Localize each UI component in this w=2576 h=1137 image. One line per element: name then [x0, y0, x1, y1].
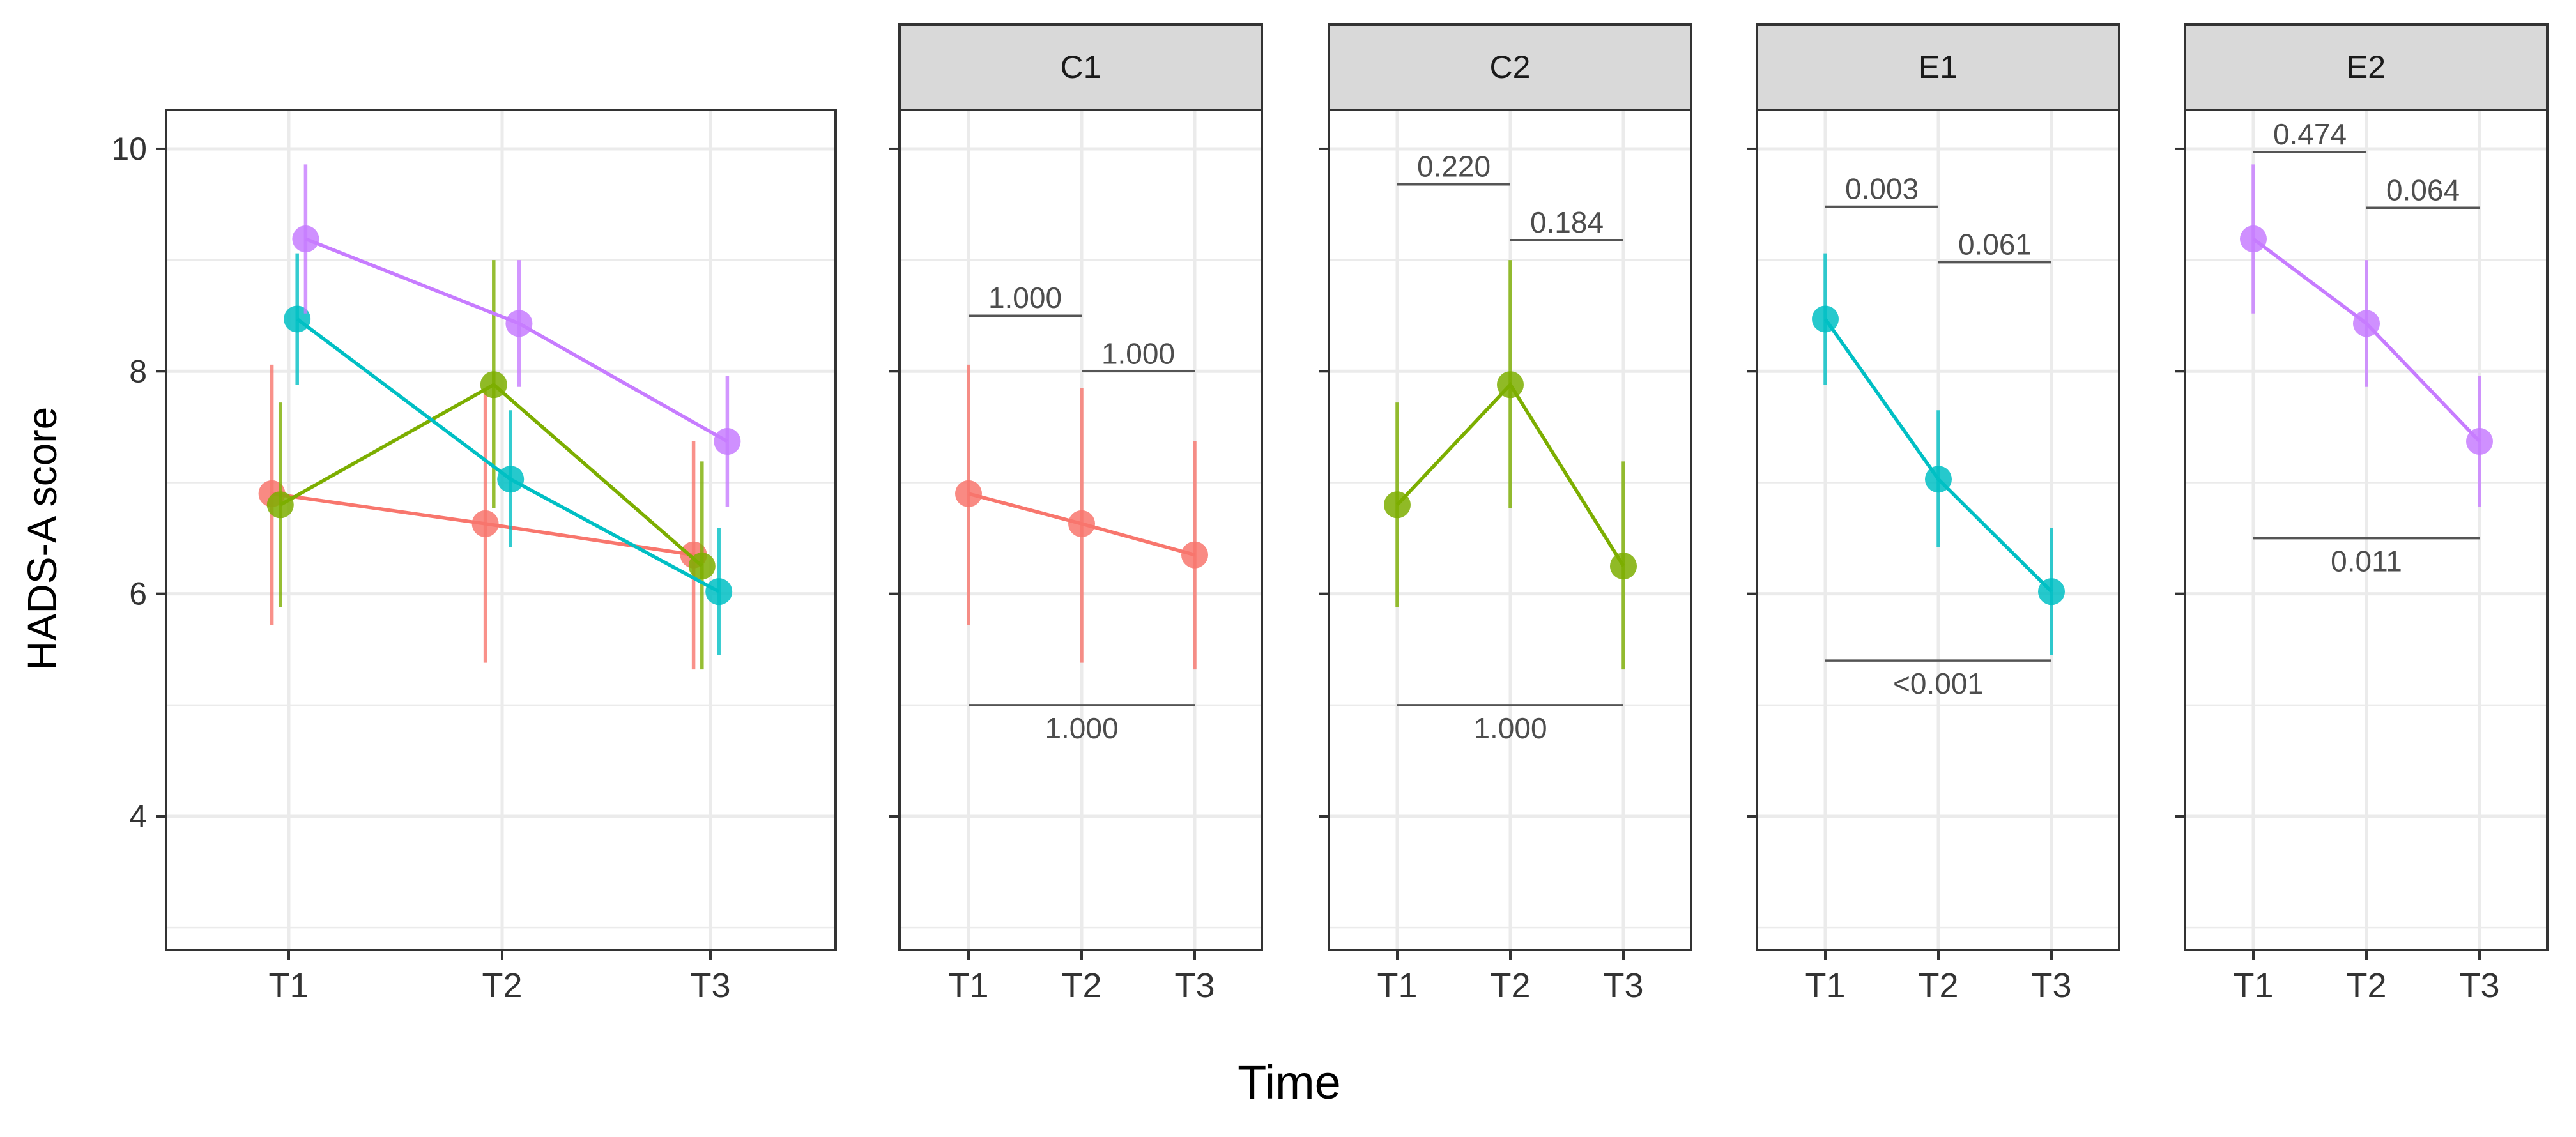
x-tick-label: T1 [1377, 966, 1417, 1005]
panel-E1: E1 0.003 0.061 <0.001 T1 T2 T3 [1747, 23, 2120, 1005]
panel-C1: C1 1.000 1.000 1.000 T1 T2 T3 [889, 23, 1263, 1005]
facet-strip-label-C1: C1 [1061, 49, 1101, 85]
pvalue-label-E2-0: 0.474 [2273, 118, 2347, 151]
y-tick-label: 6 [129, 576, 147, 612]
x-tick-label: T3 [690, 966, 730, 1005]
point-C2-T3-p2 [1610, 553, 1637, 580]
series-line-C2-p0 [279, 382, 703, 568]
point-E2-T1-p0 [292, 225, 319, 253]
y-axis-title: HADS-A score [19, 407, 65, 671]
panel-combined: 4 6 8 10 T1 T2 T3 [111, 109, 837, 1005]
pvalue-label-E1-2: <0.001 [1893, 667, 1984, 700]
facet-strip-C2 [1328, 23, 1692, 111]
point-C1-T2-p1 [1068, 510, 1095, 537]
point-C2-T3-p0 [688, 553, 716, 580]
facet-strip-E1 [1756, 23, 2120, 111]
point-C1-T3-p1 [1181, 541, 1208, 568]
pvalue-label-C2-2: 1.000 [1473, 712, 1547, 745]
facet-strip-label-C2: C2 [1490, 49, 1531, 85]
point-C2-T2-p2 [1497, 371, 1524, 399]
series-line-E2-p0 [305, 237, 728, 443]
x-tick-label: T1 [948, 966, 988, 1005]
facet-strip-E2 [2184, 23, 2549, 111]
point-C2-T1-p0 [266, 491, 294, 519]
point-E2-T2-p4 [2353, 310, 2380, 337]
point-E1-T1-p3 [1812, 305, 1839, 333]
x-tick-label: T3 [1174, 966, 1215, 1005]
point-C1-T1-p1 [955, 480, 982, 507]
y-tick-label: 4 [129, 798, 147, 834]
x-tick-label: T1 [1805, 966, 1845, 1005]
point-E1-T2-p3 [1925, 466, 1952, 493]
pvalue-label-E1-0: 0.003 [1845, 172, 1919, 206]
x-tick-label: T2 [1490, 966, 1530, 1005]
facet-strip-label-E2: E2 [2347, 49, 2386, 85]
point-C2-T1-p2 [1384, 491, 1411, 519]
x-tick-label: T2 [1918, 966, 1958, 1005]
x-tick-label: T2 [2346, 966, 2386, 1005]
x-axis-title: Time [1238, 1056, 1341, 1109]
x-tick-label: T3 [1603, 966, 1643, 1005]
point-E2-T3-p4 [2466, 428, 2493, 455]
point-E1-T3-p0 [705, 578, 733, 606]
pvalue-label-E2-2: 0.011 [2331, 545, 2402, 578]
x-tick-label: T1 [268, 966, 309, 1005]
x-tick-label: T2 [482, 966, 522, 1005]
point-E1-T2-p0 [497, 466, 525, 493]
pvalue-label-C2-0: 0.220 [1417, 150, 1491, 183]
panel-C2: C2 0.220 0.184 1.000 T1 T2 T3 [1319, 23, 1692, 1005]
y-tick-label: 10 [111, 131, 147, 167]
point-E2-T1-p4 [2240, 225, 2267, 253]
panel-E2: E20.474 0.064 0.011 T1 T2 T3 [2175, 23, 2549, 1005]
pvalue-label-C1-2: 1.000 [1045, 712, 1118, 745]
facet-strip-C1 [898, 23, 1263, 111]
point-E2-T3-p0 [714, 428, 741, 455]
point-E1-T3-p3 [2038, 578, 2065, 606]
y-tick-label: 8 [129, 353, 147, 389]
pvalue-label-C2-1: 0.184 [1530, 206, 1604, 239]
pvalue-label-C1-0: 1.000 [988, 281, 1062, 314]
point-C1-T2-p0 [471, 510, 499, 537]
facet-strip-label-E1: E1 [1919, 49, 1958, 85]
pvalue-label-E1-1: 0.061 [1958, 228, 2032, 261]
pvalue-label-C1-1: 1.000 [1101, 337, 1175, 370]
x-tick-label: T1 [2233, 966, 2273, 1005]
pvalue-label-E2-1: 0.064 [2386, 173, 2460, 206]
x-tick-label: T3 [2459, 966, 2499, 1005]
point-E2-T2-p0 [505, 310, 533, 337]
point-C2-T2-p0 [480, 371, 507, 399]
x-tick-label: T2 [1061, 966, 1101, 1005]
x-tick-label: T3 [2031, 966, 2071, 1005]
